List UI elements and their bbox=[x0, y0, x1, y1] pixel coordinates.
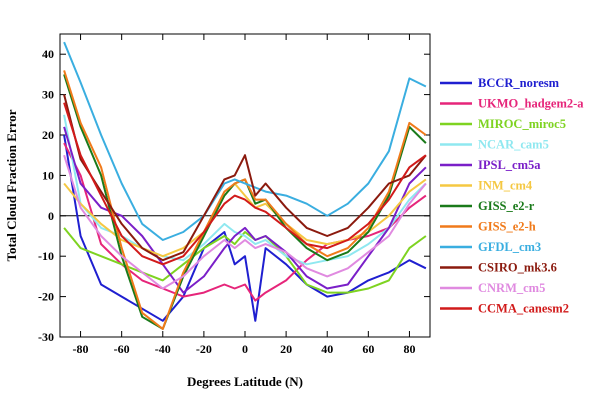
y-tick-label: -10 bbox=[38, 249, 54, 263]
legend: BCCR_noresm UKMO_hadgem2-a MIROC_miroc5 NCA… bbox=[440, 76, 584, 316]
x-tick-label: -80 bbox=[73, 342, 89, 356]
legend-label: CCMA_canesm2 bbox=[478, 302, 569, 316]
plot-frame bbox=[59, 33, 431, 338]
legend-label: MIROC_miroc5 bbox=[478, 117, 566, 131]
x-tick-label: 40 bbox=[321, 342, 333, 356]
legend-label: GFDL_cm3 bbox=[478, 240, 541, 254]
x-tick-label: -40 bbox=[155, 342, 171, 356]
series-lines bbox=[63, 41, 427, 330]
y-tick-label: 40 bbox=[42, 47, 54, 61]
x-tick-label: 80 bbox=[403, 342, 415, 356]
y-tick-label: -20 bbox=[38, 290, 54, 304]
x-tick-label: 60 bbox=[362, 342, 374, 356]
legend-label: CNRM_cm5 bbox=[478, 281, 545, 295]
series-line-cnrm-cm5 bbox=[63, 154, 427, 290]
legend-label: GISS_e2-r bbox=[478, 199, 535, 213]
series-line-ncar-cam5 bbox=[63, 114, 427, 266]
series-line-giss-e2-r bbox=[63, 74, 427, 330]
y-tick-label: 10 bbox=[42, 168, 54, 182]
legend-label: INM_cm4 bbox=[478, 179, 533, 193]
legend-label: UKMO_hadgem2-a bbox=[478, 97, 584, 111]
y-tick-label: 0 bbox=[48, 209, 54, 223]
legend-label: BCCR_noresm bbox=[478, 76, 560, 90]
legend-label: NCAR_cam5 bbox=[478, 138, 549, 152]
x-tick-label: -60 bbox=[114, 342, 130, 356]
axis-ticks: -80 -60 -40 -20 0 20 40 60 80 -30 -20 -10 0 10 20 30 40 bbox=[38, 34, 430, 356]
x-axis-title: Degrees Latitude (N) bbox=[187, 374, 303, 389]
series-line-csiro-mk3-6 bbox=[63, 94, 427, 262]
series-line-bccr-noresm bbox=[63, 134, 427, 322]
y-tick-label: 30 bbox=[42, 88, 54, 102]
x-tick-label: 20 bbox=[280, 342, 292, 356]
legend-label: IPSL_cm5a bbox=[478, 158, 541, 172]
series-line-gfdl-cm3 bbox=[63, 41, 427, 241]
legend-label: CSIRO_mk3.6 bbox=[478, 261, 557, 275]
x-tick-label: 0 bbox=[242, 342, 248, 356]
y-tick-label: -30 bbox=[38, 330, 54, 344]
series-line-ccma-canesm2 bbox=[63, 102, 427, 266]
legend-label: GISS_e2-h bbox=[478, 220, 536, 234]
series-line-ipsl-cm5a bbox=[63, 126, 427, 294]
x-tick-label: -20 bbox=[196, 342, 212, 356]
y-tick-label: 20 bbox=[42, 128, 54, 142]
series-line-giss-e2-h bbox=[63, 70, 427, 330]
y-axis-title: Total Cloud Fraction Error bbox=[4, 109, 19, 261]
